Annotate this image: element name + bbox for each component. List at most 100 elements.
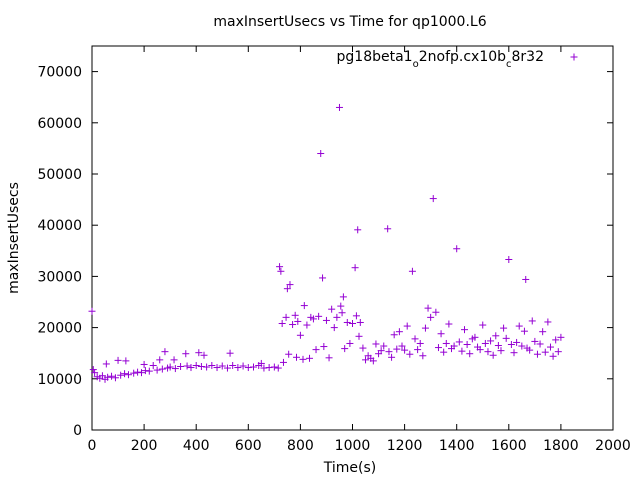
data-point [528, 317, 536, 325]
data-point [352, 312, 360, 320]
data-point [359, 344, 367, 352]
data-point [260, 364, 268, 372]
data-point [102, 360, 110, 368]
data-point [518, 342, 526, 350]
data-point [401, 346, 409, 354]
data-point [117, 371, 125, 379]
data-point [292, 353, 300, 361]
data-point [161, 348, 169, 356]
data-point [111, 374, 119, 382]
data-point [183, 362, 191, 370]
data-point [195, 349, 203, 357]
data-point [91, 369, 99, 377]
data-point [356, 318, 364, 326]
x-tick-label: 1000 [335, 438, 371, 454]
data-point [416, 339, 424, 347]
data-point [411, 335, 419, 343]
data-point [137, 369, 145, 377]
data-point [337, 302, 345, 310]
data-point [239, 362, 247, 370]
x-tick-label: 200 [131, 438, 158, 454]
data-point [395, 328, 403, 336]
data-point [182, 350, 190, 358]
x-tick-label: 1600 [491, 438, 527, 454]
series-points [88, 103, 565, 383]
data-point [541, 348, 549, 356]
data-point [539, 328, 547, 336]
data-point [330, 324, 338, 332]
data-point [349, 320, 356, 328]
data-point [257, 359, 265, 367]
data-point [265, 364, 273, 372]
data-point [229, 361, 237, 369]
data-point [335, 103, 343, 111]
data-point [388, 353, 396, 361]
data-point [187, 364, 195, 372]
data-point [414, 346, 422, 354]
data-point [338, 309, 346, 317]
data-point [278, 320, 286, 328]
data-point [166, 363, 174, 371]
data-point [515, 322, 523, 330]
data-point [424, 304, 432, 312]
data-point [226, 349, 234, 357]
data-point [427, 313, 435, 321]
data-point [362, 356, 370, 364]
data-point [406, 350, 414, 358]
data-point [203, 363, 211, 371]
x-tick-label: 800 [287, 438, 314, 454]
data-point [421, 324, 429, 332]
y-tick-label: 30000 [37, 269, 82, 285]
data-point [282, 313, 290, 321]
data-point [393, 345, 401, 353]
legend-marker-glyph [570, 53, 578, 61]
data-point [218, 362, 226, 370]
data-point [533, 350, 541, 358]
data-point [312, 346, 320, 354]
y-tick-label: 70000 [37, 65, 82, 81]
data-point [244, 364, 252, 372]
data-point [450, 342, 458, 350]
data-point [351, 264, 359, 272]
data-point [502, 334, 510, 342]
data-point [130, 369, 138, 377]
data-point [276, 263, 284, 271]
data-point [510, 349, 518, 357]
x-axis: 0 200 400 600 800 1000 1200 1400 1600 1800 2000 [88, 46, 631, 454]
data-point [156, 356, 164, 364]
data-point [122, 357, 130, 365]
data-point [170, 356, 178, 364]
data-point [536, 340, 544, 348]
data-point [223, 364, 231, 372]
data-point [546, 343, 554, 351]
data-point [377, 347, 385, 355]
data-point [134, 368, 142, 376]
data-point [494, 342, 502, 350]
data-point [437, 330, 445, 338]
data-point [208, 361, 216, 369]
data-point [434, 344, 442, 352]
data-point [300, 302, 308, 310]
data-point [466, 350, 474, 358]
data-point [355, 332, 363, 340]
data-point [385, 348, 393, 356]
data-point [171, 365, 179, 373]
x-tick-label: 600 [235, 438, 262, 454]
data-point [89, 366, 97, 374]
data-point [294, 317, 302, 325]
data-point [549, 352, 557, 360]
data-point [108, 372, 116, 380]
data-point [552, 336, 560, 344]
data-point [544, 318, 552, 326]
chart-title: maxInsertUsecs vs Time for qp1000.L6 [213, 14, 486, 30]
data-point [274, 364, 282, 372]
y-axis-title: maxInsertUsecs [6, 182, 22, 294]
legend-marker [570, 53, 578, 61]
data-point [505, 256, 513, 264]
data-point [484, 348, 492, 356]
data-point [461, 326, 469, 334]
data-point [124, 371, 132, 379]
data-point [299, 355, 307, 363]
data-point [471, 333, 479, 341]
data-point [354, 226, 362, 234]
